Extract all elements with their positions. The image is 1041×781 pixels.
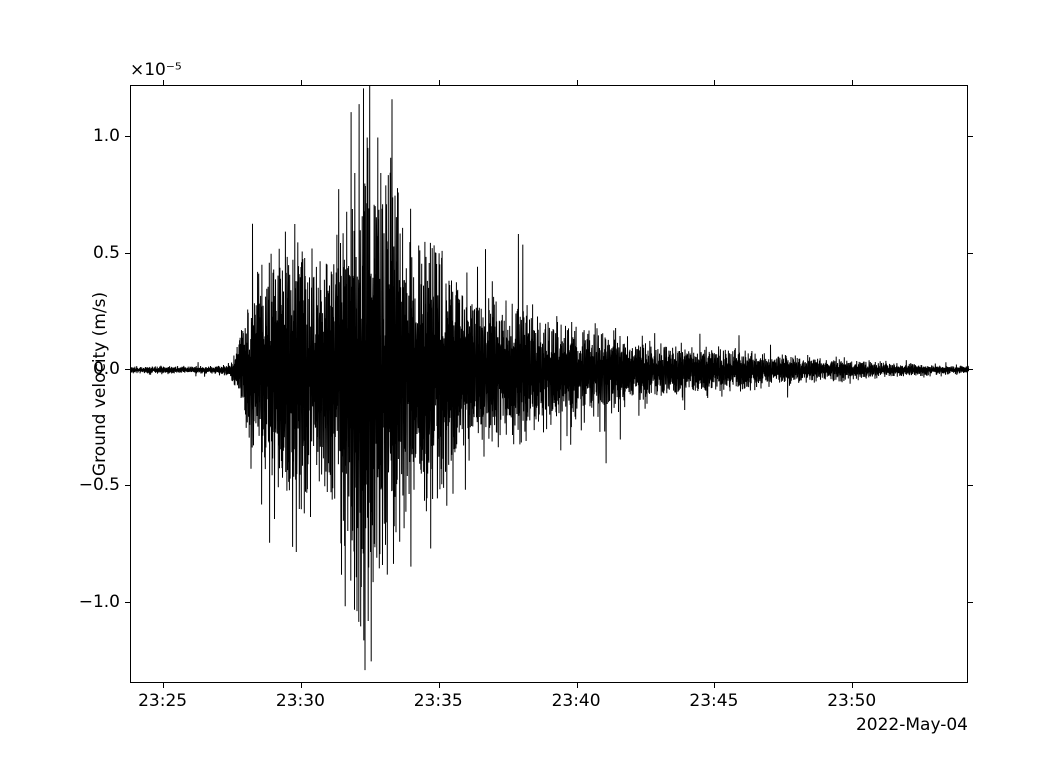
waveform-line: [131, 86, 969, 684]
x-tick-label: 23:40: [552, 691, 601, 711]
x-tick-mark: [577, 80, 578, 85]
y-scale-multiplier: ×10⁻⁵: [130, 60, 182, 80]
x-tick-mark: [163, 80, 164, 85]
y-tick-mark: [125, 602, 130, 603]
x-tick-label: 23:45: [689, 691, 738, 711]
y-tick-label: −1.0: [79, 592, 120, 612]
y-tick-mark: [968, 253, 973, 254]
y-tick-mark: [125, 253, 130, 254]
x-tick-label: 23:30: [276, 691, 325, 711]
y-tick-label: 0.5: [93, 243, 120, 263]
x-tick-mark: [714, 683, 715, 688]
x-tick-mark: [852, 80, 853, 85]
x-axis-date-label: 2022-May-04: [856, 715, 968, 735]
y-tick-mark: [968, 136, 973, 137]
x-tick-mark: [577, 683, 578, 688]
x-tick-mark: [852, 683, 853, 688]
x-tick-mark: [714, 80, 715, 85]
y-tick-mark: [968, 369, 973, 370]
y-tick-label: −0.5: [79, 475, 120, 495]
x-tick-mark: [301, 683, 302, 688]
seismogram-chart: ×10⁻⁵ Ground velocity (m/s) 2022-May-04 …: [0, 0, 1041, 781]
y-tick-mark: [125, 136, 130, 137]
y-tick-mark: [968, 602, 973, 603]
x-tick-label: 23:35: [414, 691, 463, 711]
y-tick-mark: [968, 485, 973, 486]
x-tick-label: 23:50: [827, 691, 876, 711]
x-tick-mark: [301, 80, 302, 85]
y-axis-label: Ground velocity (m/s): [90, 284, 110, 484]
y-tick-mark: [125, 485, 130, 486]
y-tick-label: 1.0: [93, 126, 120, 146]
y-tick-label: 0.0: [93, 359, 120, 379]
x-tick-label: 23:25: [138, 691, 187, 711]
x-tick-mark: [439, 80, 440, 85]
plot-area: [130, 85, 968, 683]
y-tick-mark: [125, 369, 130, 370]
x-tick-mark: [163, 683, 164, 688]
x-tick-mark: [439, 683, 440, 688]
